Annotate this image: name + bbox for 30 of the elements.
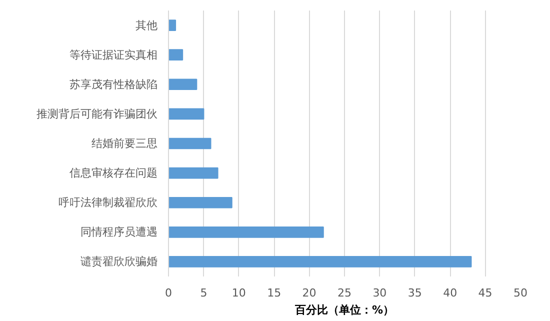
y-tick-label: 其他 [136, 18, 158, 32]
x-tick-label: 25 [338, 286, 352, 300]
bar [168, 49, 184, 61]
y-tick-label: 谴责翟欣欣骗婚 [80, 255, 158, 268]
x-axis-title: 百分比（单位：%） [294, 304, 394, 316]
bar [168, 256, 472, 268]
y-tick-label: 呼吁法律制裁翟欣欣 [58, 196, 158, 210]
y-tick-label: 信息审核存在问题 [70, 166, 158, 180]
bar [168, 226, 324, 238]
x-tick-label: 0 [165, 286, 172, 300]
bar [168, 196, 232, 208]
bar [168, 167, 218, 179]
bar [168, 138, 212, 150]
x-tick-label: 35 [408, 286, 422, 300]
y-tick-label: 结婚前要三思 [92, 137, 158, 150]
x-tick-label: 10 [232, 286, 246, 300]
x-tick-label: 50 [514, 286, 528, 300]
y-tick-label: 推测背后可能有诈骗团伙 [36, 107, 158, 120]
x-tick-label: 30 [372, 286, 387, 300]
bar [168, 108, 204, 120]
x-tick-label: 20 [302, 286, 316, 300]
y-tick-label: 等待证据证实真相 [70, 48, 158, 62]
x-tick-label: 45 [478, 286, 492, 300]
x-tick-label: 5 [200, 286, 208, 300]
bar [168, 20, 176, 31]
x-tick-label: 40 [443, 286, 458, 300]
x-tick-label: 15 [267, 286, 282, 300]
y-tick-label: 苏享茂有性格缺陷 [70, 78, 158, 91]
y-tick-label: 同情程序员遭遇 [80, 226, 158, 239]
bar [168, 78, 198, 90]
